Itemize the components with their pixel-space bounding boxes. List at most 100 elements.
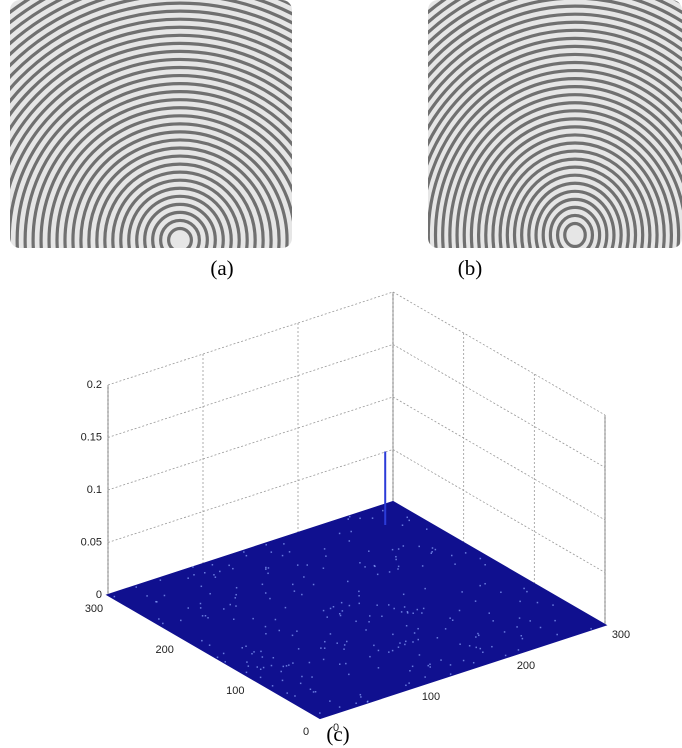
surface-noise [424,588,426,590]
surface-noise [272,685,274,687]
surface-noise [422,565,424,567]
surface-noise [452,619,454,621]
surface-noise [440,659,442,661]
surface-noise [556,634,558,636]
surface-noise [236,587,238,589]
surface-noise [451,555,453,557]
surface-noise [333,606,335,608]
surface-noise [504,631,506,633]
surface-noise [155,601,157,603]
surface-noise [324,641,326,643]
surface-noise [409,670,411,672]
surface-noise [232,568,234,570]
y-tick-label: 200 [155,644,173,656]
surface-noise [364,566,366,568]
surface-noise [160,579,162,581]
surface-noise [427,665,429,667]
surface-noise [297,564,299,566]
surface-noise [319,712,321,714]
surface-noise [285,607,287,609]
panel-label: (a) [210,256,233,280]
surface-noise [412,612,414,614]
surface-noise [461,591,463,593]
surface-noise [248,665,250,667]
surface-noise [187,607,189,609]
surface-noise [463,660,465,662]
surface-noise [217,657,219,659]
surface-noise [398,646,400,648]
surface-noise [402,524,404,526]
surface-noise [280,671,282,673]
surface-noise [590,628,592,630]
surface-noise [263,667,265,669]
surface-noise [445,628,447,630]
surface-noise [348,674,350,676]
surface-noise [437,637,439,639]
surface-noise [307,564,309,566]
surface-noise [432,547,434,549]
z-tick-label: 0.2 [87,379,102,391]
surface-noise [505,655,507,657]
surface-noise [554,620,556,622]
surface-noise [262,656,264,658]
surface-noise [201,586,203,588]
surface-noise [339,706,341,708]
surface-noise [430,552,432,554]
surface-noise [349,540,351,542]
surface-noise [205,615,207,617]
surface-noise [392,549,394,551]
surface-noise [407,612,409,614]
surface-noise [193,574,195,576]
surface-noise [537,602,539,604]
surface-noise [475,636,477,638]
x-tick-label: 300 [612,629,630,641]
surface-noise [475,600,477,602]
surface-noise [469,645,471,647]
surface-noise [360,696,362,698]
surface-noise [529,620,531,622]
surface-noise [477,633,479,635]
surface-noise [414,632,416,634]
surface-noise [392,634,394,636]
surface-noise [341,602,343,604]
surface-noise [235,597,237,599]
surface-noise [289,551,291,553]
surface-noise [367,701,369,703]
surface-noise [288,664,290,666]
surface-noise [372,517,374,519]
surface-noise [275,619,277,621]
surface-noise [229,604,231,606]
surface-noise [382,510,384,512]
surface-noise [223,653,225,655]
surface-noise [265,568,267,570]
surface-noise [268,567,270,569]
surface-noise [207,617,209,619]
figure: (a) (b) (c) 00.050.10.150.20100200300010… [0,0,682,748]
z-tick-label: 0.1 [87,484,102,496]
z-tick-label: 0.15 [81,431,102,443]
surface-noise [358,595,360,597]
surface-noise [435,549,437,551]
surface-noise [310,689,312,691]
surface-noise [429,666,431,668]
surface-noise [323,610,325,612]
surface-noise [294,590,296,592]
y-tick-label: 0 [303,726,309,738]
surface-noise [158,618,160,620]
surface-noise [292,584,294,586]
surface-noise [500,592,502,594]
surface-noise [325,555,327,557]
surface-noise [343,648,345,650]
surface-noise [235,594,237,596]
y-tick-label: 100 [226,685,244,697]
surface-noise [243,551,245,553]
surface-noise [292,635,294,637]
grid-line [108,397,393,490]
surface-noise [369,615,371,617]
surface-noise [479,585,481,587]
surface-noise [355,621,357,623]
y-tick-label: 300 [85,603,103,615]
surface-noise [395,556,397,558]
surface-noise [478,635,480,637]
surface-noise [313,691,315,693]
